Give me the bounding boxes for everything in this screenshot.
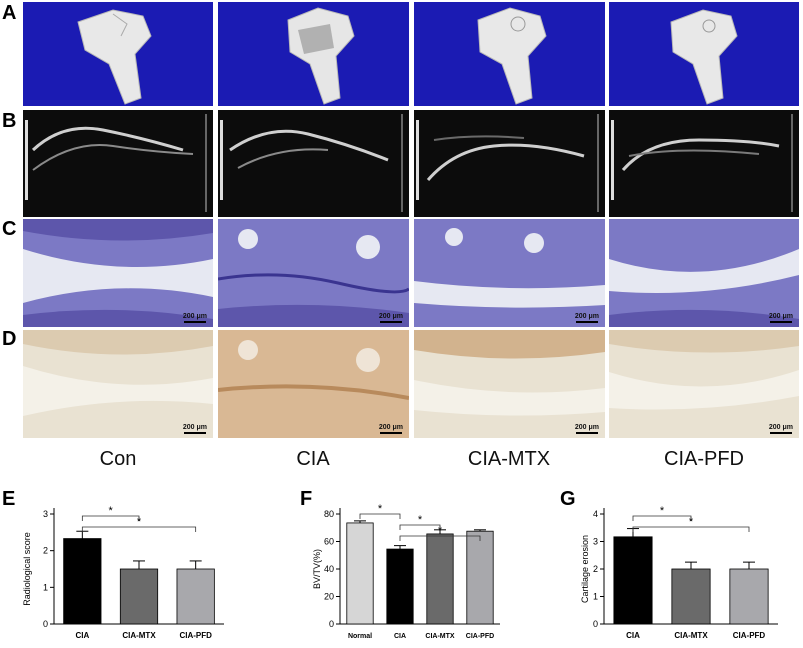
y-tick-label: 40: [324, 564, 334, 574]
bar: [729, 568, 769, 625]
microct-image-cia-pfd: [609, 2, 799, 106]
chart-cartilage-erosion: Cartilage erosion 0 1 2 3 4 CIA CIA-MTX CIA-PFD *…: [580, 505, 778, 640]
chart-radiological-score: Radiological score 0 1 2 3 CIA CIA-MTX CIA-PFD *…: [22, 505, 224, 640]
scale-bar-label: 200 μm: [768, 313, 793, 320]
ihc-image-cia: 200 μm: [218, 330, 409, 438]
significance-star: *: [689, 516, 694, 528]
x-tick-label: CIA-MTX: [122, 631, 156, 640]
panel-label-d: D: [2, 328, 17, 350]
x-tick-label: CIA-PFD: [733, 631, 766, 640]
scale-bar: 200 μm: [379, 313, 403, 323]
ihc-image-cia-mtx: 200 μm: [414, 330, 605, 438]
y-tick-label: 80: [324, 509, 334, 519]
group-label-cia: CIA: [296, 448, 330, 470]
scale-bar-label: 200 μm: [378, 313, 403, 320]
x-tick-label: CIA: [75, 631, 89, 640]
histology-image-cia-mtx: 200 μm: [414, 219, 605, 327]
bar: [119, 568, 159, 625]
y-tick-label: 4: [593, 509, 598, 519]
x-tick-label: CIA-PFD: [466, 633, 494, 640]
group-label-cia-mtx: CIA-MTX: [467, 448, 551, 470]
y-tick-label: 0: [329, 619, 334, 629]
scale-bar-label: 200 μm: [574, 313, 599, 320]
panel-label-g: G: [560, 488, 576, 510]
significance-star: *: [660, 505, 665, 517]
significance-bracket: [81, 515, 140, 521]
x-tick-label: CIA-MTX: [674, 631, 708, 640]
bar: [466, 530, 494, 625]
y-tick-label: 3: [43, 509, 48, 519]
bar: [386, 548, 414, 625]
histology-image-cia: 200 μm: [218, 219, 409, 327]
panel-label-b: B: [2, 110, 17, 132]
significance-bracket: [359, 513, 401, 519]
y-axis-label: Cartilage erosion: [580, 535, 590, 603]
y-tick-label: 2: [593, 564, 598, 574]
scale-bar-label: 200 μm: [574, 424, 599, 431]
significance-star: *: [418, 514, 423, 526]
y-tick-label: 0: [593, 619, 598, 629]
scale-bar: 200 μm: [379, 424, 403, 434]
ultrasound-image-cia-mtx: [414, 110, 605, 217]
bar: [426, 533, 454, 625]
x-tick-label: CIA-MTX: [425, 633, 454, 640]
significance-bracket: [399, 524, 441, 530]
panel-label-a: A: [2, 2, 17, 24]
bar: [671, 568, 711, 625]
group-label-cia-pfd: CIA-PFD: [664, 448, 744, 470]
bar: [63, 538, 102, 625]
significance-bracket: [81, 526, 197, 532]
bar: [346, 522, 374, 625]
significance-star: *: [109, 505, 114, 517]
ultrasound-image-cia: [218, 110, 409, 217]
x-tick-label: CIA: [626, 631, 640, 640]
panel-label-f: F: [300, 488, 313, 510]
ultrasound-image-cia-pfd: [609, 110, 799, 217]
bar: [176, 568, 215, 625]
scale-bar-label: 200 μm: [182, 424, 207, 431]
histology-image-cia-pfd: 200 μm: [609, 219, 799, 327]
scale-bar: 200 μm: [575, 424, 599, 434]
chart-bv-tv: BV/TV(%) 0 20 40 60 80 Normal CIA CIA-MTX CIA-PFD…: [312, 503, 500, 640]
bar: [613, 536, 653, 625]
significance-bracket: [399, 535, 481, 541]
scale-bar: 200 μm: [769, 424, 793, 434]
group-label-con: Con: [99, 448, 137, 470]
significance-bracket: [632, 526, 750, 532]
scale-bar-label: 200 μm: [768, 424, 793, 431]
y-axis-label: BV/TV(%): [312, 549, 322, 589]
y-tick-label: 60: [324, 537, 334, 547]
y-axis-label: Radiological score: [22, 532, 32, 606]
scale-bar: 200 μm: [183, 313, 207, 323]
scale-bar-label: 200 μm: [378, 424, 403, 431]
significance-bracket: [632, 515, 692, 521]
y-tick-label: 20: [324, 592, 334, 602]
scale-bar: 200 μm: [769, 313, 793, 323]
microct-image-cia: [218, 2, 409, 106]
histology-image-con: 200 μm: [23, 219, 213, 327]
ultrasound-image-con: [23, 110, 213, 217]
panel-label-c: C: [2, 218, 17, 240]
scale-bar-label: 200 μm: [182, 313, 207, 320]
scale-bar: 200 μm: [575, 313, 599, 323]
x-tick-label: CIA: [394, 633, 406, 640]
panel-label-e: E: [2, 488, 16, 510]
significance-star: *: [378, 503, 383, 515]
y-tick-label: 3: [593, 537, 598, 547]
x-tick-label: CIA-PFD: [179, 631, 212, 640]
significance-star: *: [438, 525, 443, 537]
x-tick-label: Normal: [348, 633, 372, 640]
microct-image-cia-mtx: [414, 2, 605, 106]
ihc-image-cia-pfd: 200 μm: [609, 330, 799, 438]
y-tick-label: 1: [43, 582, 48, 592]
scale-bar: 200 μm: [183, 424, 207, 434]
ihc-image-con: 200 μm: [23, 330, 213, 438]
y-tick-label: 0: [43, 619, 48, 629]
significance-star: *: [137, 516, 142, 528]
y-tick-label: 1: [593, 592, 598, 602]
y-tick-label: 2: [43, 546, 48, 556]
microct-image-con: [23, 2, 213, 106]
